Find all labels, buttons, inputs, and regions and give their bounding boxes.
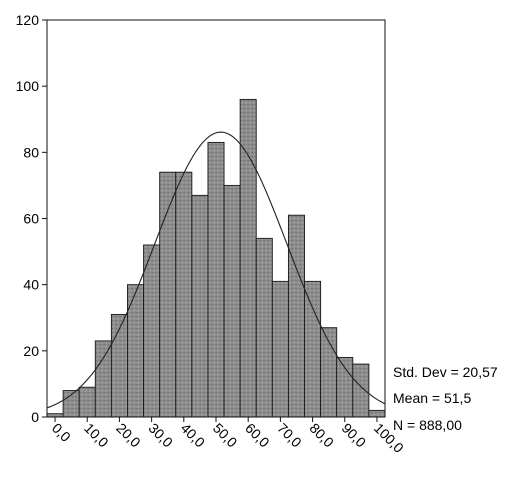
histogram-bar bbox=[94, 340, 112, 418]
histogram-bar bbox=[127, 284, 145, 418]
n-label: N = 888,00 bbox=[393, 417, 462, 433]
y-tick-label: 40 bbox=[23, 277, 39, 293]
x-tick-label: 50,0 bbox=[210, 420, 241, 451]
x-tick-label: 30,0 bbox=[145, 420, 176, 451]
x-tick-label: 80,0 bbox=[306, 420, 337, 451]
histogram-bar bbox=[159, 171, 177, 418]
y-tick-label: 20 bbox=[23, 343, 39, 359]
normal-curve bbox=[46, 131, 386, 409]
x-tick-label: 20,0 bbox=[113, 420, 144, 451]
histogram-bar bbox=[191, 194, 209, 418]
x-tick-label: 90,0 bbox=[339, 420, 370, 451]
histogram-bar bbox=[175, 171, 193, 418]
x-tick-label: 40,0 bbox=[178, 420, 209, 451]
std-dev-label: Std. Dev = 20,57 bbox=[393, 364, 498, 380]
x-tick-label: 0,0 bbox=[49, 420, 74, 445]
y-tick-label: 60 bbox=[23, 211, 39, 227]
histogram-bar bbox=[78, 386, 96, 418]
histogram-bar bbox=[223, 184, 241, 418]
mean-label: Mean = 51,5 bbox=[393, 390, 472, 406]
histogram-bar bbox=[255, 237, 273, 418]
histogram-bar bbox=[336, 357, 354, 418]
histogram-bar bbox=[207, 141, 225, 418]
histogram-bar bbox=[368, 409, 386, 418]
y-tick-label: 100 bbox=[16, 78, 40, 94]
histogram-bar bbox=[271, 280, 289, 418]
x-axis: 0,0 10,0 20,0 30,0 40,0 50,0 60,0 70,0 80,0 90,0 1… bbox=[49, 417, 407, 456]
y-tick-label: 80 bbox=[23, 144, 39, 160]
x-tick-label: 60,0 bbox=[242, 420, 273, 451]
x-tick-label: 70,0 bbox=[274, 420, 305, 451]
y-axis: 0 20 40 60 80 100 120 bbox=[16, 12, 47, 425]
histogram-bar bbox=[304, 280, 322, 418]
x-tick-label: 10,0 bbox=[81, 420, 112, 451]
y-tick-label: 0 bbox=[31, 409, 39, 425]
histogram-bar bbox=[352, 363, 370, 418]
histogram-bars bbox=[46, 98, 386, 418]
histogram-bar bbox=[287, 214, 305, 418]
histogram-bar bbox=[143, 244, 161, 418]
y-tick-label: 120 bbox=[16, 12, 40, 28]
